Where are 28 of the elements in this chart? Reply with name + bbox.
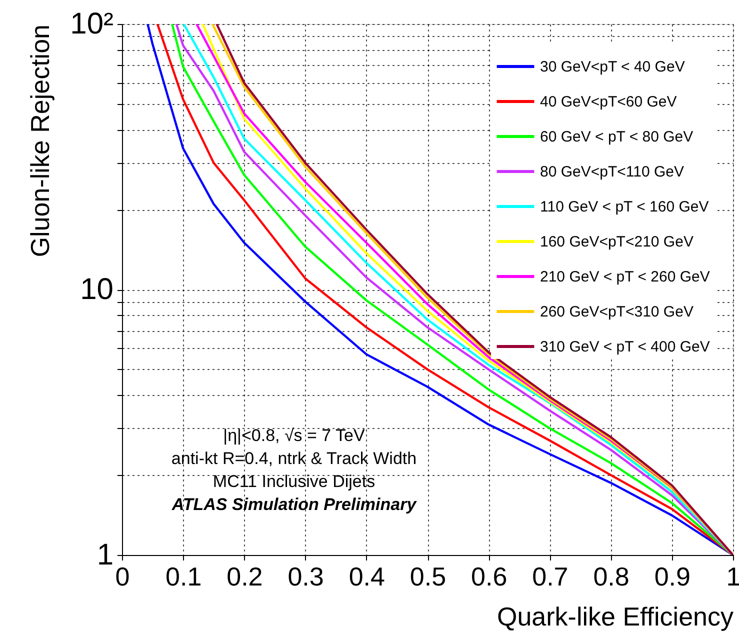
x-tick-label: 0 <box>115 562 130 592</box>
x-tick-label: 0.8 <box>593 562 630 592</box>
x-tick-label: 0.2 <box>226 562 263 592</box>
y-tick-label: 1 <box>96 538 114 572</box>
annotation: anti-kt R=0.4, ntrk & Track Width <box>171 449 417 468</box>
x-tick-label: 0.3 <box>288 562 324 592</box>
y-tick-label: 10² <box>70 8 114 40</box>
annotation: MC11 Inclusive Dijets <box>212 472 376 491</box>
annotation: |η|<0.8, √s = 7 TeV <box>223 426 366 445</box>
x-tick-label: 0.9 <box>654 562 690 592</box>
legend-label: 310 GeV < pT < 400 GeV <box>540 338 710 356</box>
legend-label: 160 GeV<pT<210 GeV <box>540 234 694 250</box>
x-tick-label: 0.5 <box>410 562 446 592</box>
legend-label: 110 GeV < pT < 160 GeV <box>540 198 709 216</box>
legend-label: 60 GeV < pT < 80 GeV <box>540 128 694 146</box>
x-tick-label: 0.7 <box>532 562 568 592</box>
x-tick-label: 0.1 <box>166 562 202 592</box>
y-axis-title: Gluon-like Rejection <box>25 24 56 258</box>
legend-label: 210 GeV < pT < 260 GeV <box>540 268 710 286</box>
legend-label: 80 GeV<pT<110 GeV <box>540 164 684 180</box>
legend-label: 260 GeV<pT<310 GeV <box>540 304 694 320</box>
x-tick-label: 0.4 <box>348 562 385 592</box>
annotation: ATLAS Simulation Preliminary <box>170 495 418 514</box>
legend-label: 30 GeV<pT < 40 GeV <box>540 58 685 76</box>
x-axis-title: Quark-like Efficiency <box>497 602 734 632</box>
x-tick-label: 0.6 <box>471 562 508 592</box>
y-tick-label: 10 <box>80 273 114 306</box>
legend-label: 40 GeV<pT<60 GeV <box>540 94 677 110</box>
